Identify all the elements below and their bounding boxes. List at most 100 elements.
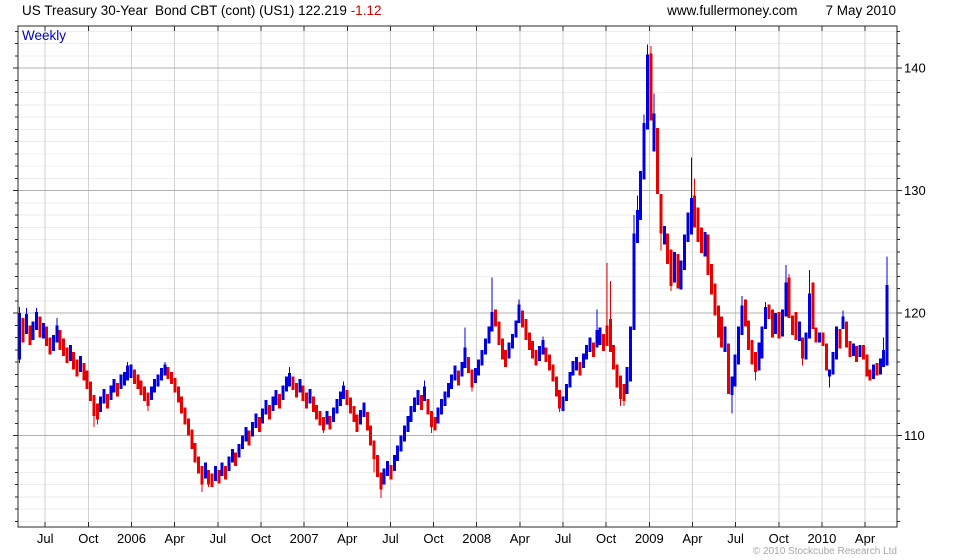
weekly-bar [595, 330, 599, 348]
weekly-bar [244, 426, 248, 442]
price-bars [18, 44, 889, 498]
weekly-bar [726, 343, 730, 394]
weekly-bar [369, 425, 373, 446]
weekly-bar [851, 343, 855, 356]
weekly-bar [645, 54, 649, 130]
weekly-bar [183, 407, 187, 425]
weekly-bar [31, 321, 35, 340]
weekly-bar [537, 346, 541, 361]
weekly-bar [872, 364, 876, 380]
weekly-bar [821, 332, 825, 347]
weekly-bar [365, 412, 369, 431]
x-tick-label: 2009 [635, 531, 664, 546]
weekly-bar [338, 391, 342, 407]
weekly-bar [845, 321, 849, 348]
weekly-bar [524, 319, 528, 340]
weekly-bar [591, 342, 595, 358]
weekly-bar [146, 392, 150, 407]
x-tick-label: Apr [682, 531, 703, 546]
weekly-bar [706, 234, 710, 276]
weekly-bar [386, 461, 390, 476]
gridlines [18, 26, 897, 527]
weekly-bar [450, 374, 454, 389]
weekly-bar [828, 369, 832, 377]
weekly-bar [814, 327, 818, 343]
weekly-bar [831, 352, 835, 375]
weekly-bar [159, 368, 163, 381]
weekly-bar [764, 306, 768, 329]
weekly-bar [65, 347, 69, 364]
website-label: www.fullermoney.com [667, 3, 798, 18]
weekly-bar [38, 316, 42, 338]
weekly-bar [78, 355, 82, 372]
weekly-bar [247, 430, 251, 446]
x-tick-label: Apr [337, 531, 358, 546]
weekly-bar [699, 227, 703, 253]
weekly-bar [180, 396, 184, 414]
weekly-bar [618, 375, 622, 399]
weekly-bar [666, 233, 670, 265]
weekly-bar [497, 321, 501, 345]
weekly-bar [733, 354, 737, 387]
x-tick-label: Apr [855, 531, 876, 546]
weekly-bar [615, 364, 619, 388]
weekly-bar [531, 341, 535, 359]
weekly-bar [288, 373, 292, 387]
weekly-bar [35, 311, 39, 331]
weekly-bar [429, 411, 433, 427]
weekly-bar [575, 357, 579, 371]
x-tick-label: Oct [596, 531, 617, 546]
weekly-bar [153, 379, 157, 393]
weekly-bar [453, 365, 457, 381]
weekly-bar [220, 462, 224, 476]
weekly-bar [753, 352, 757, 372]
weekly-bar [494, 309, 498, 327]
weekly-bar [743, 299, 747, 327]
weekly-bar [605, 325, 609, 347]
weekly-bar [784, 282, 788, 317]
weekly-bar [558, 390, 562, 409]
weekly-bar [794, 311, 798, 340]
weekly-bar [521, 310, 525, 328]
weekly-bar [507, 342, 511, 359]
weekly-bar [294, 382, 298, 398]
weekly-bar [500, 338, 504, 360]
instrument-title: US Treasury 30-Year Bond CBT (cont) (US1… [22, 3, 381, 18]
weekly-bar [264, 399, 268, 415]
weekly-bar [747, 320, 751, 350]
weekly-bar [352, 406, 356, 423]
weekly-bar [460, 362, 464, 377]
weekly-bar [129, 364, 133, 378]
weekly-bar [45, 326, 49, 347]
weekly-bar [541, 339, 545, 355]
weekly-bar [308, 388, 312, 404]
weekly-bar [321, 417, 325, 431]
weekly-bar [102, 388, 106, 404]
weekly-bar [774, 313, 778, 334]
weekly-bar [858, 344, 862, 358]
weekly-bar [399, 435, 403, 452]
weekly-bar [625, 366, 629, 394]
weekly-bar [355, 414, 359, 432]
weekly-bar [487, 326, 491, 344]
weekly-bar [335, 398, 339, 414]
weekly-bar [534, 349, 538, 366]
y-tick-label: 120 [904, 306, 926, 321]
weekly-bar [89, 381, 93, 402]
weekly-bar [656, 128, 660, 195]
weekly-bar [703, 232, 707, 257]
weekly-bar [281, 385, 285, 400]
weekly-bar [92, 395, 96, 416]
weekly-bar [301, 385, 305, 402]
weekly-bar [767, 304, 771, 320]
x-tick-label: 2010 [807, 531, 836, 546]
weekly-bar [723, 326, 727, 353]
weekly-bar [426, 398, 430, 415]
weekly-bar [473, 368, 477, 383]
weekly-bar [801, 337, 805, 359]
weekly-bar [612, 344, 616, 370]
weekly-bar [433, 417, 437, 431]
weekly-bar [564, 384, 568, 402]
weekly-bar [504, 349, 508, 367]
